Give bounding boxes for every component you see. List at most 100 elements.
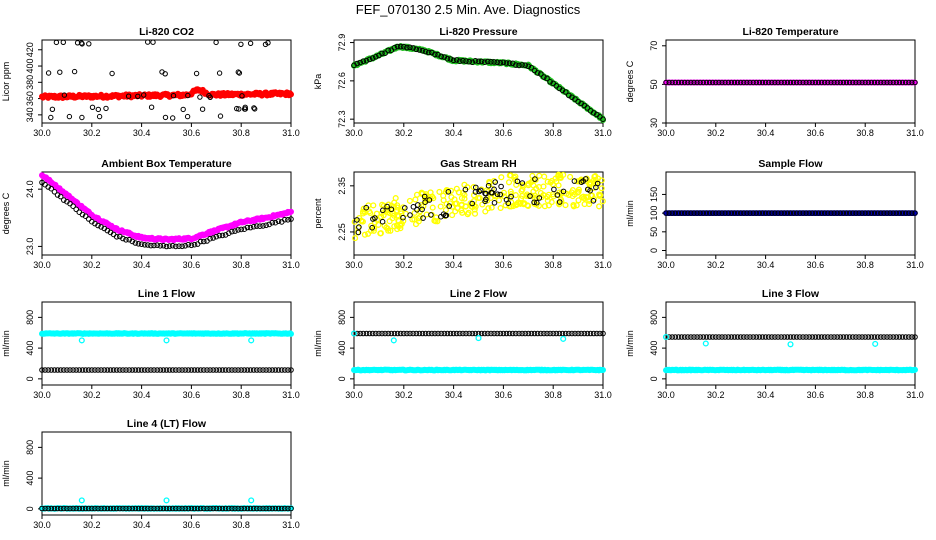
panel-pressure: Li-820 Pressure kPa 30.0 30.2 30.4 30.6 30.8 31… [313, 26, 612, 138]
data-point [744, 79, 750, 86]
y-tick-label: 0 [25, 506, 35, 511]
x-tick-label: 30.8 [544, 260, 562, 270]
x-tick-label: 30.0 [33, 390, 51, 400]
data-point [663, 79, 669, 86]
data-point [703, 79, 710, 86]
data-point [162, 114, 169, 121]
data-point [437, 203, 444, 210]
data-point [672, 79, 678, 86]
data-point [731, 79, 738, 86]
data-point [406, 197, 413, 204]
data-point [453, 57, 460, 63]
data-point [488, 59, 494, 65]
data-point [541, 173, 548, 180]
data-point [413, 46, 420, 53]
panel-title: Li-820 Temperature [742, 26, 838, 38]
x-tick-label: 30.2 [395, 128, 413, 138]
data-point [815, 79, 822, 86]
data-point [234, 105, 240, 112]
x-tick-label: 30.4 [757, 260, 775, 270]
y-tick-label: 400 [25, 59, 35, 74]
data-point [217, 113, 224, 119]
data-point [837, 79, 843, 86]
x-tick-label: 31.0 [594, 390, 612, 400]
data-point [449, 212, 456, 219]
data-point [600, 116, 606, 122]
y-tick-label: 2.25 [337, 223, 347, 241]
data-point [373, 54, 379, 60]
data-point [478, 58, 485, 65]
data-point [806, 79, 812, 86]
data-point [890, 79, 896, 86]
data-point [555, 182, 562, 189]
data-point [432, 51, 438, 58]
x-tick-label: 30.8 [232, 260, 250, 270]
x-tick-label: 30.8 [232, 390, 250, 400]
data-points [350, 330, 607, 374]
data-point [491, 200, 498, 206]
data-point [912, 79, 918, 86]
x-tick-label: 30.2 [707, 390, 725, 400]
data-point [562, 202, 569, 209]
figure-title: FEF_070130 2.5 Min. Ave. Diagnostics [356, 2, 581, 17]
data-points [351, 171, 606, 242]
data-point [481, 59, 488, 66]
panel-title: Line 2 Flow [450, 288, 508, 300]
data-point [753, 79, 759, 86]
y-tick-label: 380 [25, 75, 35, 90]
data-point [412, 196, 419, 203]
data-point [859, 79, 865, 86]
data-point [790, 79, 797, 86]
data-point [379, 218, 386, 225]
x-tick-label: 31.0 [282, 128, 300, 138]
x-tick-label: 30.6 [495, 390, 513, 400]
y-axis-label: kPa [313, 74, 323, 90]
x-tick-label: 30.4 [133, 128, 151, 138]
data-point [487, 194, 494, 202]
data-point [213, 39, 219, 46]
x-tick-label: 30.2 [83, 520, 101, 530]
x-tick-label: 30.6 [807, 128, 825, 138]
data-point [781, 79, 787, 86]
data-point [700, 79, 706, 86]
panel-co2: Li-820 CO2 Licor ppm 30.0 30.2 30.4 30.6 30.8 3… [1, 26, 300, 138]
data-point [547, 79, 553, 85]
data-point [247, 40, 254, 46]
data-point [840, 79, 847, 86]
x-tick-label: 30.2 [707, 128, 725, 138]
x-tick-label: 30.0 [657, 390, 675, 400]
data-point [750, 79, 756, 86]
data-point [498, 183, 504, 190]
data-point [809, 79, 815, 86]
data-point [528, 64, 535, 71]
x-tick-label: 30.6 [183, 128, 201, 138]
data-point [385, 47, 392, 54]
data-point [722, 79, 728, 86]
y-tick-label: 100 [649, 206, 659, 221]
data-point [265, 40, 271, 46]
x-tick-label: 30.4 [133, 390, 151, 400]
data-point [369, 55, 376, 61]
data-point [850, 79, 856, 86]
data-point [86, 41, 92, 47]
data-point [410, 45, 416, 51]
x-tick-label: 30.8 [232, 520, 250, 530]
x-tick-label: 30.2 [83, 260, 101, 270]
data-point [541, 74, 547, 80]
data-point [125, 93, 132, 99]
data-point [185, 92, 191, 99]
x-tick-label: 30.6 [807, 390, 825, 400]
data-point [95, 106, 102, 113]
data-point [769, 79, 775, 86]
data-point [812, 79, 819, 86]
data-point [89, 104, 96, 111]
data-point [691, 79, 697, 86]
data-point [141, 92, 147, 98]
y-tick-label: 70 [649, 41, 659, 51]
data-point [61, 92, 68, 98]
data-point [159, 69, 165, 75]
x-tick-label: 30.8 [232, 128, 250, 138]
data-point [135, 93, 141, 100]
panel-title: Gas Stream RH [440, 158, 516, 170]
data-point [500, 59, 507, 66]
